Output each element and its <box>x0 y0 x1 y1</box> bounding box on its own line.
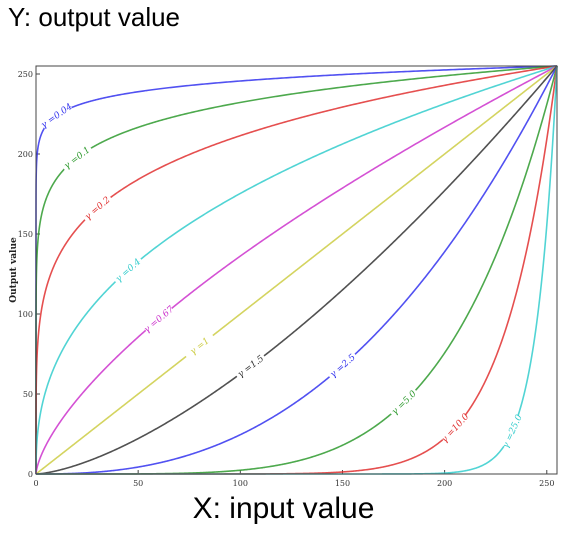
curve-label-background <box>233 351 268 381</box>
y-tick-label: 200 <box>18 150 33 159</box>
curve-label-background <box>39 100 74 130</box>
curve-label-background <box>182 330 216 361</box>
x-tick-label: 50 <box>133 479 143 488</box>
curve-gamma-2_5 <box>36 65 558 475</box>
curve-label-background <box>59 142 94 173</box>
curve-label-background <box>80 192 114 223</box>
curve-label-background <box>141 303 175 335</box>
curve-label-background <box>499 413 524 449</box>
y-tick-label: 50 <box>23 390 33 399</box>
x-tick-label: 200 <box>437 479 452 488</box>
y-tick-label: 150 <box>18 230 33 239</box>
curve-gamma-1 <box>35 65 558 475</box>
caption-x-input-value: X: input value <box>192 492 375 525</box>
curve-label-background <box>325 349 359 381</box>
curve-gamma-0_04 <box>35 65 558 474</box>
curve-label-background <box>438 411 470 444</box>
curve-label-background <box>111 254 144 286</box>
curve-gamma-0_1 <box>35 65 558 474</box>
y-tick-label: 250 <box>18 70 33 79</box>
curve-gamma-1_5 <box>35 65 558 475</box>
x-tick-label: 0 <box>33 479 38 488</box>
caption-y-output-value: Y: output value <box>8 2 181 32</box>
plot-frame <box>35 65 558 475</box>
curve-gamma-0_4 <box>35 65 558 474</box>
y-tick-label: 0 <box>28 470 33 479</box>
y-tick-label: 100 <box>18 310 33 319</box>
curve-gamma-0_67 <box>35 65 558 475</box>
x-tick-label: 150 <box>335 479 350 488</box>
x-tick-label: 250 <box>539 479 554 488</box>
axes: 0 50 100 150 200 250 0 50 100 150 200 250 <box>18 70 555 488</box>
x-tick-label: 100 <box>233 479 248 488</box>
y-axis-label: Output value <box>9 237 19 303</box>
curve-label-background <box>387 386 420 418</box>
